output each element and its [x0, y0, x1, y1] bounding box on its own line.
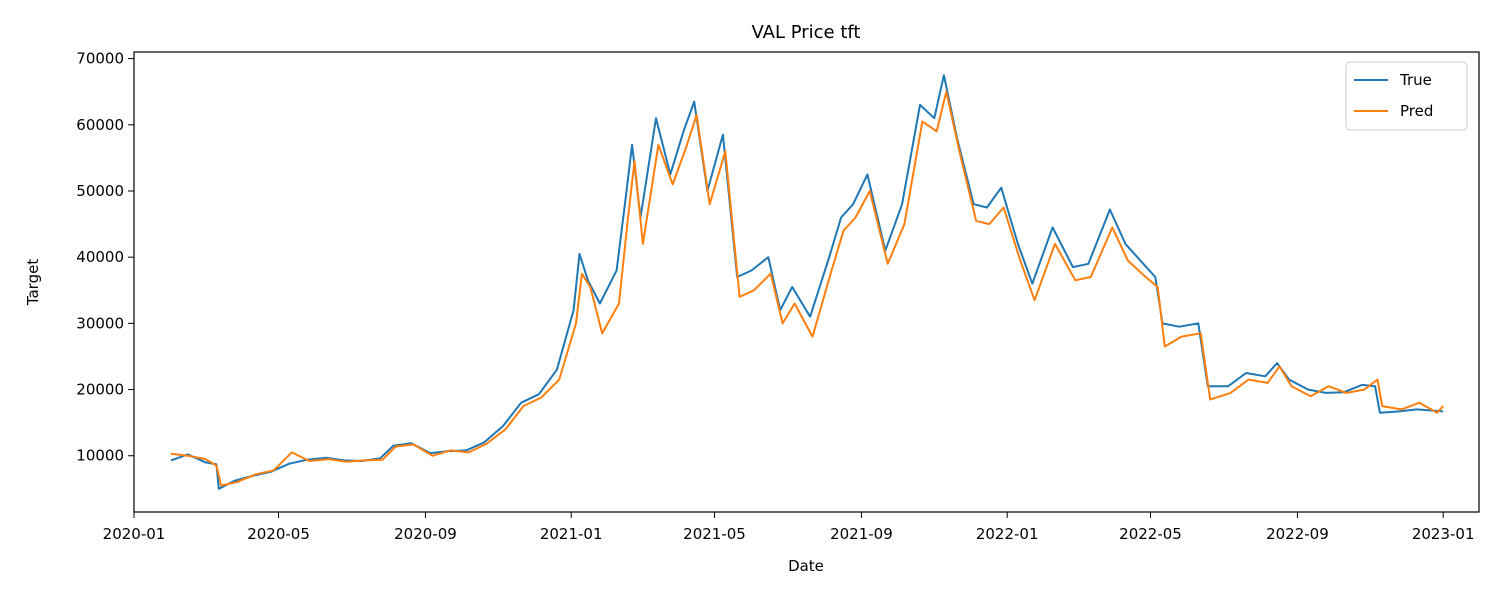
y-tick-label: 10000	[76, 447, 124, 465]
x-tick-label: 2021-09	[830, 525, 893, 543]
x-tick-label: 2021-01	[540, 525, 603, 543]
y-tick-label: 20000	[76, 381, 124, 399]
x-tick-label: 2022-01	[976, 525, 1039, 543]
y-tick-label: 60000	[76, 116, 124, 134]
x-tick-label: 2020-09	[394, 525, 457, 543]
plot-area-frame	[133, 51, 1480, 513]
series-line-pred	[170, 90, 1444, 487]
y-tick-label: 70000	[76, 50, 124, 68]
legend: True Pred	[1345, 61, 1468, 131]
x-tick-label: 2022-09	[1266, 525, 1329, 543]
x-axis: 2020-01 2020-05 2020-09 2021-01 2021-05 2021-…	[103, 512, 1475, 543]
y-axis-title: Target	[24, 259, 42, 307]
y-axis: 10000 20000 30000 40000 50000 60000 70000	[76, 50, 134, 465]
x-tick-label: 2020-01	[103, 525, 166, 543]
x-tick-label: 2020-05	[247, 525, 310, 543]
legend-label-pred: Pred	[1400, 102, 1433, 120]
series-line-true	[170, 74, 1444, 490]
y-tick-label: 50000	[76, 182, 124, 200]
series-layer	[170, 74, 1444, 490]
y-tick-label: 30000	[76, 314, 124, 332]
x-tick-label: 2022-05	[1119, 525, 1182, 543]
x-tick-label: 2021-05	[683, 525, 746, 543]
chart-title: VAL Price tft	[752, 22, 861, 43]
x-tick-label: 2023-01	[1412, 525, 1475, 543]
y-tick-label: 40000	[76, 248, 124, 266]
x-axis-title: Date	[788, 557, 824, 575]
legend-label-true: True	[1399, 71, 1432, 89]
